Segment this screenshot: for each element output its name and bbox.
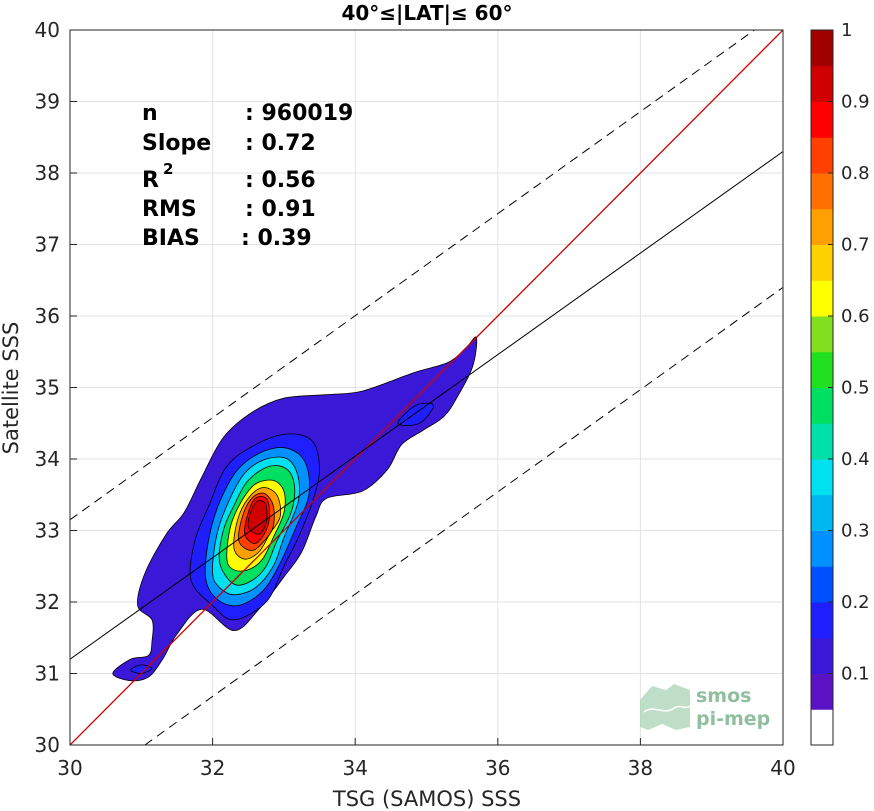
upper-bound-line — [70, 30, 755, 521]
y-tick-label: 33 — [35, 519, 60, 543]
colorbar-tick-label: 0.8 — [841, 163, 870, 184]
colorbar-segment — [811, 208, 833, 245]
colorbar-segment — [811, 101, 833, 138]
colorbar-segment — [811, 316, 833, 353]
stat-n-label: n — [142, 101, 158, 126]
colorbar-segment — [811, 673, 833, 710]
stat-rms-value: : 0.91 — [245, 197, 316, 222]
colorbar-segment — [811, 459, 833, 496]
stat-slope-value: : 0.72 — [245, 131, 316, 156]
logo-wave-icon — [643, 705, 691, 713]
colorbar-tick-label: 0.4 — [841, 449, 870, 470]
y-tick-label: 32 — [35, 590, 60, 614]
logo-mark-icon — [640, 684, 690, 730]
colorbar-segment — [811, 566, 833, 603]
stat-r2-value: : 0.56 — [245, 168, 316, 193]
colorbar-tick-label: 0.5 — [841, 378, 870, 399]
colorbar-segment — [811, 137, 833, 174]
reference-lines — [70, 30, 783, 745]
logo-text-line2: pi-mep — [696, 708, 770, 730]
stat-r2-label: R — [142, 168, 159, 193]
colorbar-segment — [811, 351, 833, 388]
colorbar-tick-label: 0.6 — [841, 306, 870, 327]
colorbar-segment — [811, 709, 833, 746]
one-to-one-line — [70, 30, 783, 745]
colorbar-segment — [811, 637, 833, 674]
y-axis-ticks: 30 31 32 33 34 35 36 37 38 39 40 — [35, 18, 77, 757]
colorbar-segment — [811, 530, 833, 567]
colorbar-tick-label: 0.2 — [841, 592, 870, 613]
smos-pi-mep-logo: smos pi-mep — [640, 684, 770, 730]
y-tick-label: 40 — [35, 18, 60, 42]
regression-line — [70, 151, 783, 660]
stat-rms-label: RMS — [142, 197, 197, 222]
stat-bias-value: : 0.39 — [241, 226, 312, 251]
x-tick-label: 40 — [770, 756, 795, 780]
colorbar-tick-label: 0.7 — [841, 235, 870, 256]
colorbar-segment — [811, 494, 833, 531]
stat-slope-label: Slope — [142, 131, 211, 156]
colorbar-segment — [811, 30, 833, 67]
y-tick-label: 36 — [35, 304, 60, 328]
stat-n-value: : 960019 — [245, 101, 353, 126]
y-tick-label: 39 — [35, 90, 60, 114]
colorbar — [811, 30, 833, 746]
colorbar-segment — [811, 423, 833, 460]
density-contours — [112, 336, 478, 682]
colorbar-tick-label: 0.3 — [841, 521, 870, 542]
y-tick-label: 35 — [35, 376, 60, 400]
contour-island — [130, 664, 153, 674]
lower-bound-line — [144, 286, 783, 745]
y-tick-label: 37 — [35, 233, 60, 257]
stat-bias-label: BIAS — [142, 226, 200, 251]
colorbar-segment — [811, 65, 833, 102]
x-tick-label: 36 — [485, 756, 510, 780]
colorbar-segment — [811, 173, 833, 210]
colorbar-ticks: 0.1 0.2 0.3 0.4 0.5 0.6 0.7 0.8 0.9 1 — [828, 20, 870, 685]
x-tick-label: 32 — [200, 756, 225, 780]
colorbar-segment — [811, 602, 833, 639]
colorbar-tick-label: 0.9 — [841, 92, 870, 113]
y-tick-label: 31 — [35, 662, 60, 686]
x-tick-label: 34 — [342, 756, 367, 780]
colorbar-tick-label: 1 — [841, 20, 852, 41]
x-axis-label: TSG (SAMOS) SSS — [332, 787, 521, 811]
y-tick-label: 34 — [35, 447, 60, 471]
x-tick-label: 38 — [628, 756, 653, 780]
y-tick-label: 30 — [35, 733, 60, 757]
x-axis-ticks: 30 32 34 36 38 40 — [57, 738, 796, 780]
colorbar-segment — [811, 244, 833, 281]
colorbar-segment — [811, 280, 833, 317]
stats-box: n : 960019 Slope : 0.72 R 2 : 0.56 RMS :… — [142, 101, 353, 251]
colorbar-segment — [811, 387, 833, 424]
stat-r2-superscript: 2 — [163, 160, 173, 178]
contour-level-1 — [247, 499, 268, 535]
y-tick-label: 38 — [35, 161, 60, 185]
logo-text-line1: smos — [696, 685, 751, 707]
y-axis-label: Satellite SSS — [0, 322, 23, 455]
x-tick-label: 30 — [57, 756, 82, 780]
chart-title: 40°≤|LAT|≤ 60° — [341, 1, 512, 25]
colorbar-tick-label: 0.1 — [841, 664, 870, 685]
